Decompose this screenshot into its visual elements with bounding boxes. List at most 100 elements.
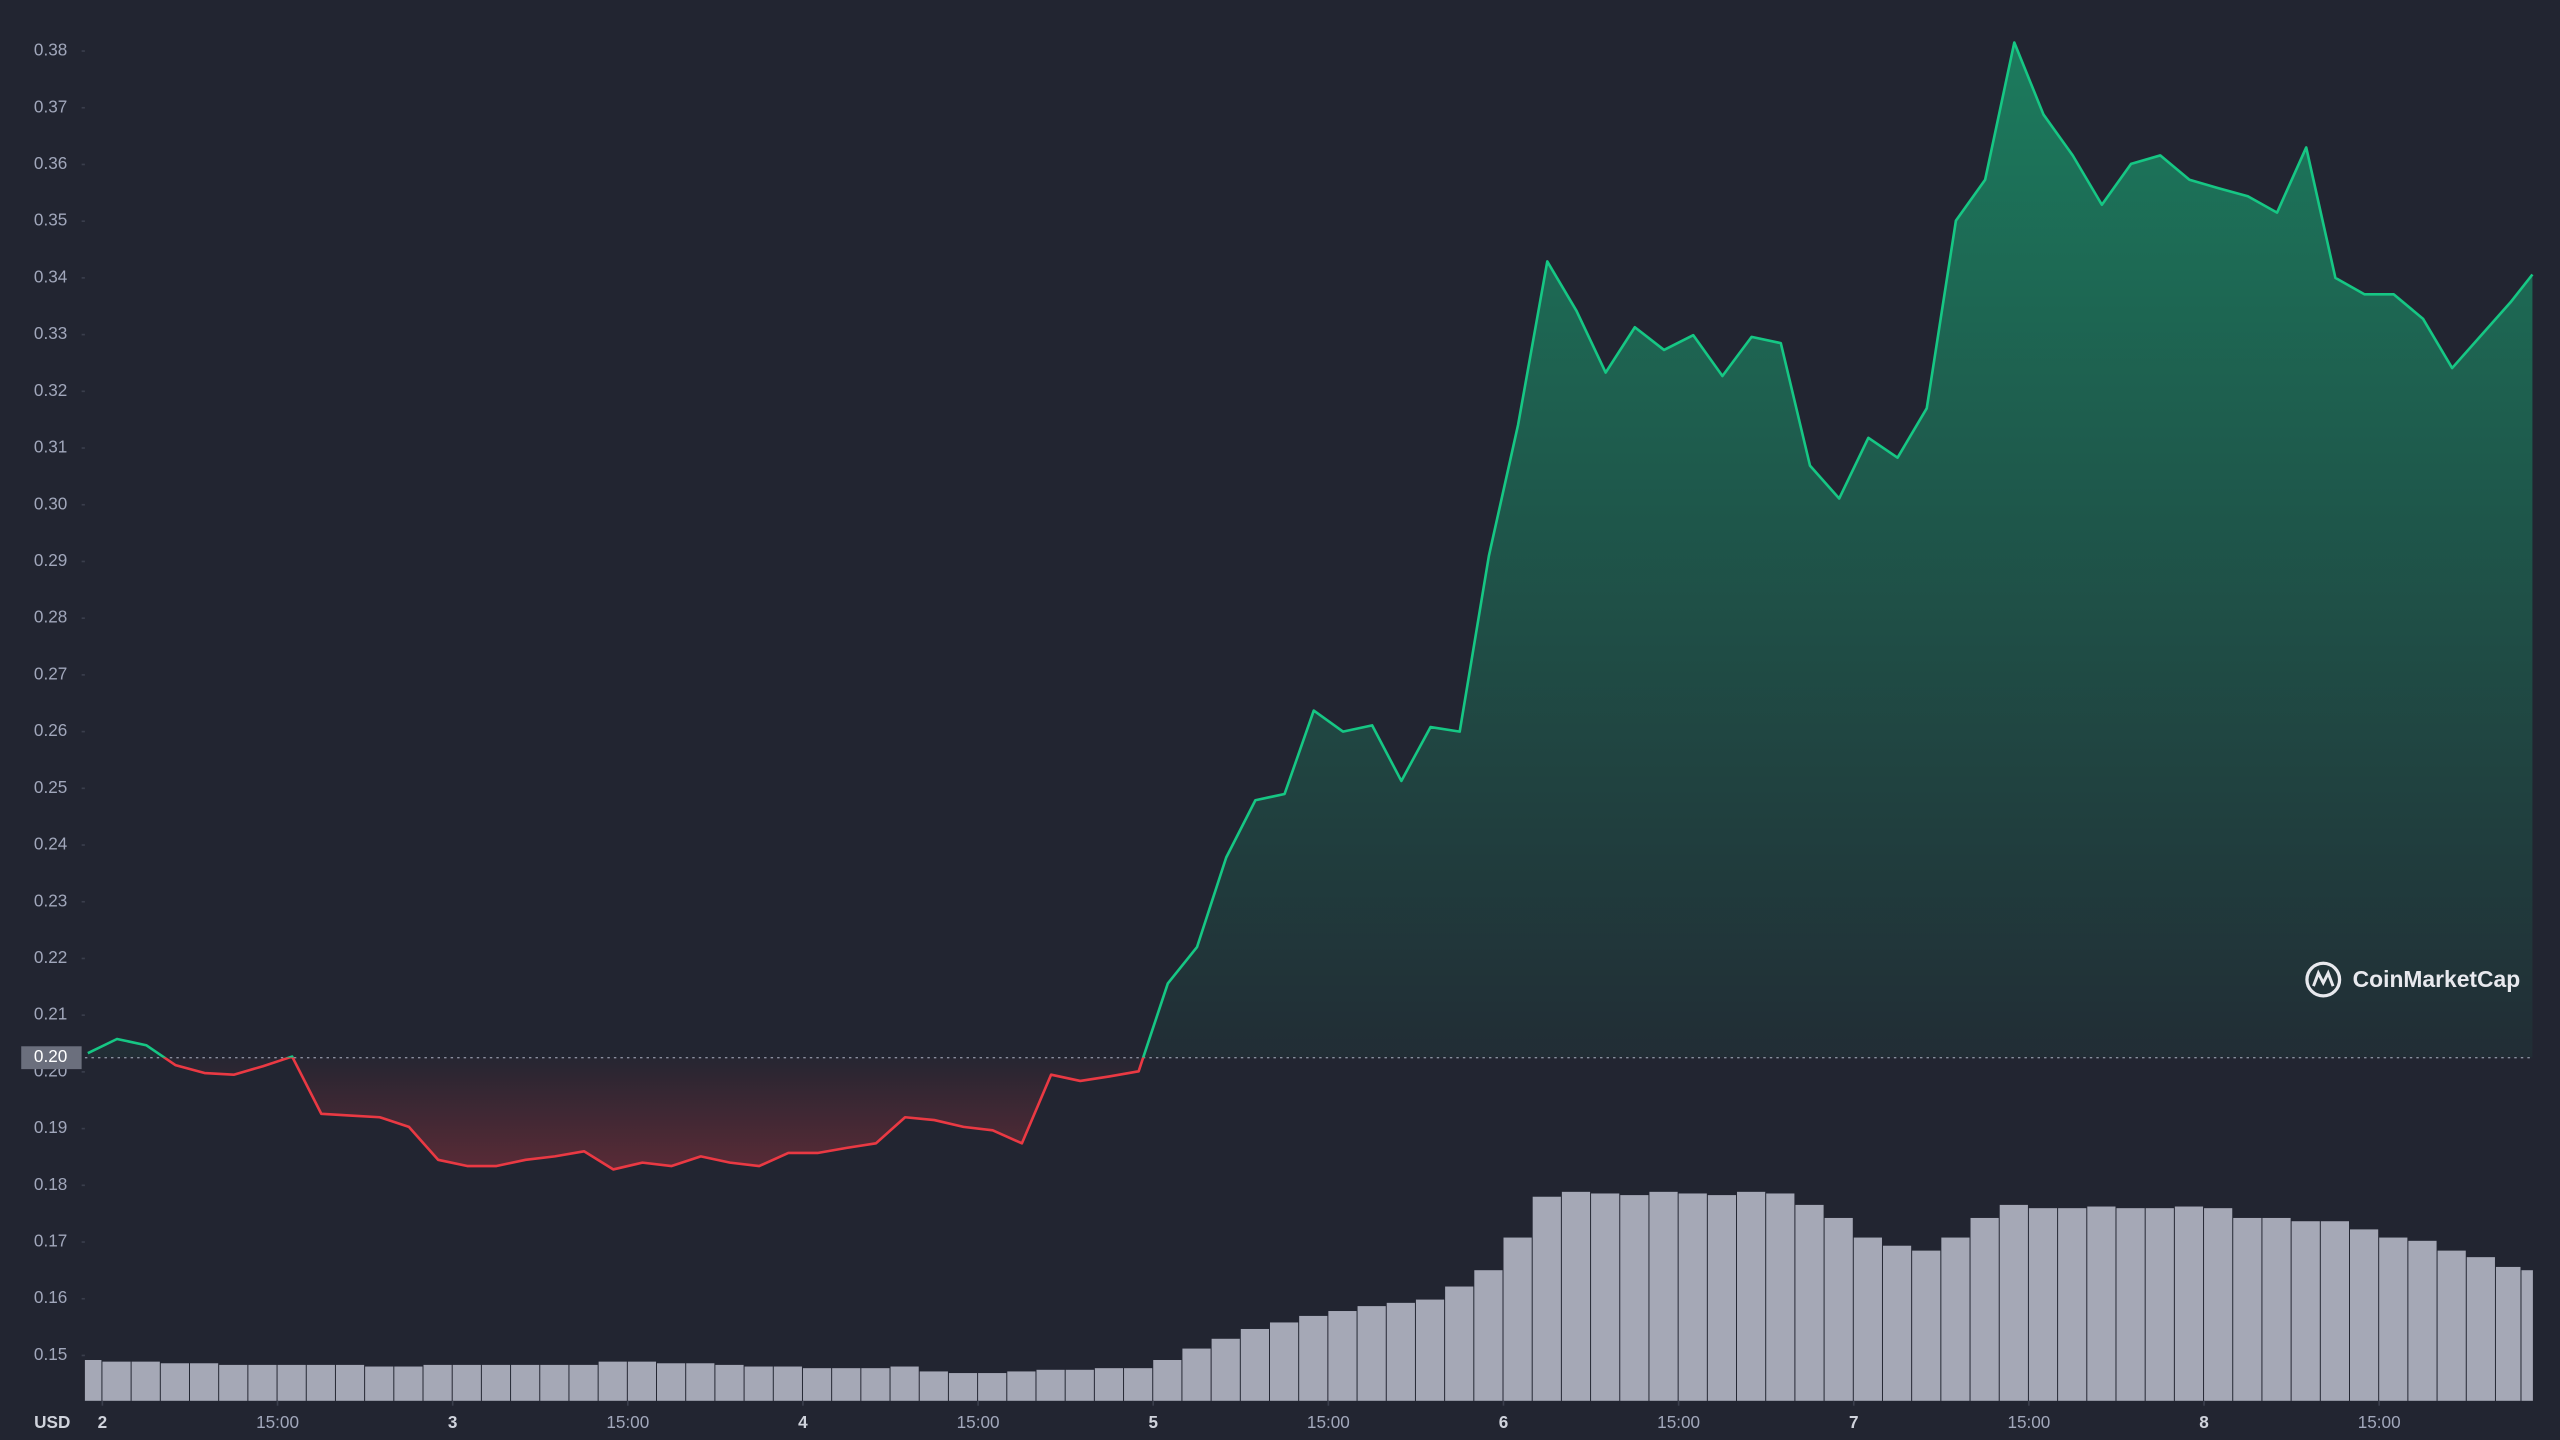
y-tick-label: 0.17: [34, 1231, 67, 1251]
volume-bar: [715, 1364, 744, 1401]
y-tick-label: 0.32: [34, 380, 67, 400]
x-tick-label: 6: [1499, 1412, 1509, 1432]
volume-bar: [306, 1364, 335, 1401]
volume-bar: [1445, 1286, 1474, 1401]
x-tick-label: 15:00: [256, 1412, 299, 1432]
volume-bar: [2028, 1208, 2058, 1401]
volume-bar: [686, 1363, 715, 1401]
y-tick-label: 0.30: [34, 493, 67, 513]
volume-bar: [1503, 1237, 1532, 1401]
y-tick-label: 0.16: [34, 1287, 67, 1307]
volume-bar: [1532, 1196, 1561, 1401]
x-tick-label: 15:00: [2358, 1412, 2401, 1432]
volume-bar: [219, 1364, 248, 1401]
price-line: [87, 41, 2534, 1171]
y-tick-label: 0.28: [34, 607, 67, 627]
volume-bar: [2466, 1257, 2495, 1401]
y-tick-label: 0.25: [34, 777, 67, 797]
volume-bar: [1124, 1368, 1153, 1401]
volume-bar: [1678, 1193, 1707, 1401]
volume-bar: [1182, 1348, 1211, 1401]
volume-bar: [2087, 1206, 2116, 1401]
x-tick-label: 2: [98, 1412, 108, 1432]
volume-bar: [160, 1363, 189, 1401]
volume-bar: [452, 1364, 481, 1401]
y-tick-label: 0.19: [34, 1117, 67, 1137]
y-tick-label: 0.35: [34, 210, 67, 230]
volume-bar: [481, 1364, 511, 1401]
y-axis-label: USD: [34, 1412, 70, 1432]
volume-bar: [773, 1366, 802, 1401]
volume-bar: [2116, 1208, 2145, 1401]
y-tick-label: 0.31: [34, 437, 67, 457]
volume-bar: [2291, 1221, 2320, 1401]
volume-bar: [1153, 1360, 1182, 1401]
volume-bar: [511, 1364, 540, 1401]
watermark: CoinMarketCap: [2305, 961, 2521, 998]
volume-bar: [1999, 1204, 2028, 1401]
watermark-text: CoinMarketCap: [2353, 966, 2521, 992]
volume-bar: [2204, 1208, 2233, 1401]
volume-bar: [2521, 1270, 2533, 1401]
volume-bar: [423, 1364, 452, 1401]
volume-bar: [832, 1368, 861, 1401]
volume-bar: [657, 1363, 686, 1401]
logo: [2305, 961, 2342, 998]
volume-bar: [102, 1361, 131, 1401]
volume-bar: [1094, 1368, 1124, 1401]
volume-bar: [2145, 1208, 2174, 1401]
x-tick-label: 15:00: [1657, 1412, 1700, 1432]
volume-bar: [1474, 1270, 1503, 1401]
x-tick-label: 15:00: [606, 1412, 649, 1432]
volume-bar: [978, 1373, 1007, 1401]
volume-bar: [1941, 1237, 1970, 1401]
y-tick-label: 0.22: [34, 947, 67, 967]
y-tick-label: 0.36: [34, 153, 67, 173]
x-tick-label: 15:00: [2007, 1412, 2050, 1432]
axis-layer: 0.15 0.16 0.17 0.18 0.19 0.20 0.21 0.22 0.23 0.24…: [34, 40, 2401, 1433]
y-tick-label: 0.33: [34, 323, 67, 343]
volume-bar: [861, 1368, 890, 1401]
volume-bar: [2379, 1237, 2408, 1401]
volume-bar: [1386, 1302, 1415, 1401]
y-tick-label: 0.15: [34, 1344, 67, 1364]
volume-bar: [1707, 1195, 1737, 1401]
x-tick-label: 3: [448, 1412, 458, 1432]
volume-bar: [802, 1368, 832, 1401]
y-tick-label: 0.38: [34, 40, 67, 60]
volume-bar: [248, 1364, 277, 1401]
volume-bar: [627, 1361, 657, 1401]
y-tick-label: 0.23: [34, 890, 67, 910]
volume-bar: [919, 1371, 948, 1401]
volume-bar: [1970, 1217, 1999, 1401]
volume-bar: [1328, 1311, 1357, 1401]
volume-bar: [1415, 1299, 1445, 1401]
volume-bar: [744, 1366, 773, 1401]
volume-layer: [84, 1191, 2533, 1401]
volume-bar: [277, 1364, 306, 1401]
y-tick-label: 0.29: [34, 550, 67, 570]
volume-bar: [1591, 1193, 1620, 1401]
x-tick-label: 7: [1849, 1412, 1859, 1432]
volume-bar: [1649, 1191, 1678, 1401]
y-tick-label: 0.21: [34, 1004, 67, 1024]
y-tick-label: 0.37: [34, 96, 67, 116]
volume-bar: [1357, 1306, 1386, 1401]
volume-bar: [2233, 1217, 2262, 1401]
baseline-label-bg: [21, 1046, 82, 1070]
volume-bar: [394, 1366, 423, 1401]
volume-bar: [1620, 1195, 1649, 1401]
x-tick-label: 15:00: [957, 1412, 1000, 1432]
price-area: [87, 42, 2533, 1170]
x-tick-label: 15:00: [1307, 1412, 1350, 1432]
volume-bar: [1824, 1217, 1853, 1401]
y-tick-label: 0.26: [34, 720, 67, 740]
logo-mark: [2312, 969, 2335, 987]
y-tick-label: 0.27: [34, 663, 67, 683]
volume-bar: [2349, 1229, 2379, 1401]
plot-layer: 0.20: [21, 41, 2534, 1171]
volume-bar: [1795, 1204, 1824, 1401]
volume-bar: [2262, 1217, 2291, 1401]
volume-bar: [1036, 1369, 1065, 1401]
volume-bar: [1269, 1322, 1299, 1401]
